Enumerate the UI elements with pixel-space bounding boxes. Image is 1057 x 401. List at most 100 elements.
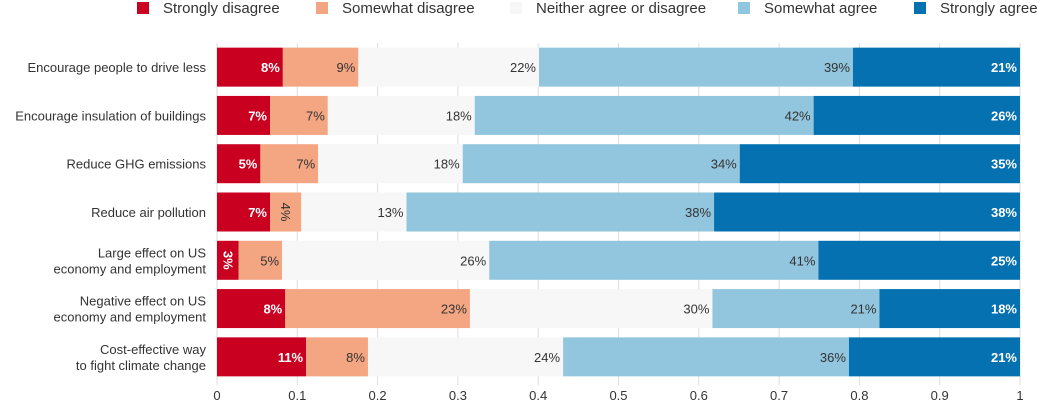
legend-swatch <box>137 2 149 14</box>
data-label: 39% <box>824 60 850 75</box>
category-label: Reduce air pollution <box>91 205 206 220</box>
data-label: 23% <box>441 302 467 317</box>
category-label: Encourage people to drive less <box>27 60 206 75</box>
x-tick-label: 0.3 <box>449 388 467 401</box>
x-axis: 0 0.1 0.2 0.3 0.4 0.5 0.6 0.7 0.8 0.9 1 <box>213 388 1023 401</box>
bar-segment <box>539 47 853 87</box>
bar-segment <box>260 144 319 184</box>
category-label-line: economy and employment <box>54 261 207 276</box>
bar-segment <box>852 47 1020 87</box>
data-label: 8% <box>261 60 280 75</box>
data-label: 18% <box>434 157 460 172</box>
bar-segment <box>406 192 715 232</box>
data-label: 7% <box>306 108 325 123</box>
data-label: 8% <box>346 350 365 365</box>
data-label: 21% <box>850 302 876 317</box>
category-label: Cost-effective way to fight climate chang… <box>76 342 207 373</box>
category-label-line: Large effect on US <box>98 245 206 260</box>
bar-segment <box>282 47 359 87</box>
bar-segment <box>217 192 270 232</box>
bar-segment <box>848 337 1020 377</box>
x-tick-label: 0.8 <box>850 388 868 401</box>
bar-segment <box>217 289 286 329</box>
bar-segment <box>238 240 283 280</box>
category-label-line: economy and employment <box>54 310 207 325</box>
bar-segment <box>285 289 470 329</box>
bar-segment <box>269 95 328 135</box>
bar-segment <box>217 144 261 184</box>
data-label: 30% <box>683 302 709 317</box>
data-label: 7% <box>248 108 267 123</box>
data-label: 5% <box>260 253 279 268</box>
category-label: Reduce GHG emissions <box>67 157 207 172</box>
legend-label: Somewhat agree <box>764 0 877 17</box>
bar-segment <box>217 337 307 377</box>
bar-segment <box>306 337 368 377</box>
data-label: 22% <box>510 60 536 75</box>
x-tick-label: 0.9 <box>931 388 949 401</box>
bar-segment <box>318 144 463 184</box>
x-tick-label: 0.6 <box>690 388 708 401</box>
legend[interactable]: Strongly disagree Somewhat disagree Neithe… <box>137 0 1038 17</box>
data-label: 21% <box>991 60 1017 75</box>
bar-segment <box>327 95 475 135</box>
x-tick-label: 0 <box>213 388 220 401</box>
x-tick-label: 0.1 <box>288 388 306 401</box>
legend-item[interactable]: Somewhat agree <box>738 0 877 17</box>
x-tick-label: 0.4 <box>529 388 547 401</box>
data-label: 26% <box>991 108 1017 123</box>
data-label: 38% <box>685 205 711 220</box>
category-label-line: Reduce GHG emissions <box>67 157 207 172</box>
data-label: 3% <box>220 251 235 270</box>
bar-segment <box>879 289 1020 329</box>
legend-item[interactable]: Neither agree or disagree <box>510 0 706 17</box>
bar-segment <box>217 47 283 87</box>
category-label-line: to fight climate change <box>76 358 206 373</box>
data-label: 5% <box>239 157 258 172</box>
legend-label: Strongly agree <box>940 0 1038 17</box>
data-label: 41% <box>789 253 815 268</box>
category-label: Encourage insulation of buildings <box>15 108 206 123</box>
bars <box>217 47 1020 377</box>
data-label: 36% <box>820 350 846 365</box>
data-label: 34% <box>711 157 737 172</box>
bar-segment <box>739 144 1020 184</box>
bar-segment <box>217 95 270 135</box>
category-label-line: Negative effect on US <box>80 294 207 309</box>
data-label: 18% <box>446 108 472 123</box>
legend-item[interactable]: Strongly disagree <box>137 0 280 17</box>
bar-segment <box>712 289 880 329</box>
legend-swatch <box>510 2 522 14</box>
data-label: 13% <box>377 205 403 220</box>
bar-segment <box>301 192 407 232</box>
data-label: 24% <box>534 350 560 365</box>
data-label: 8% <box>263 302 282 317</box>
data-label: 4% <box>278 203 293 222</box>
data-label: 18% <box>991 302 1017 317</box>
category-label-line: Encourage insulation of buildings <box>15 108 206 123</box>
x-tick-label: 1 <box>1016 388 1023 401</box>
data-label: 26% <box>460 253 486 268</box>
legend-label: Neither agree or disagree <box>536 0 706 17</box>
legend-item[interactable]: Strongly agree <box>914 0 1038 17</box>
category-label-line: Reduce air pollution <box>91 205 206 220</box>
bar-segment <box>563 337 849 377</box>
legend-label: Strongly disagree <box>163 0 280 17</box>
data-label: 35% <box>991 157 1017 172</box>
data-labels: 8% 9% 22% 39% 21% 7% 7% 18% 42% 26% 5% 7% 18% 34% 35% 7… <box>220 60 1017 365</box>
x-tick-label: 0.5 <box>609 388 627 401</box>
category-label: Large effect on US economy and employment <box>54 245 207 276</box>
bar-segment <box>489 240 819 280</box>
data-label: 42% <box>785 108 811 123</box>
bar-segment <box>474 95 814 135</box>
x-tick-label: 0.7 <box>770 388 788 401</box>
legend-swatch <box>738 2 750 14</box>
data-label: 25% <box>991 253 1017 268</box>
legend-item[interactable]: Somewhat disagree <box>316 0 475 17</box>
category-label-line: Encourage people to drive less <box>27 60 206 75</box>
data-label: 38% <box>991 205 1017 220</box>
bar-segment <box>269 192 302 232</box>
bar-segment <box>367 337 564 377</box>
bar-segment <box>818 240 1020 280</box>
